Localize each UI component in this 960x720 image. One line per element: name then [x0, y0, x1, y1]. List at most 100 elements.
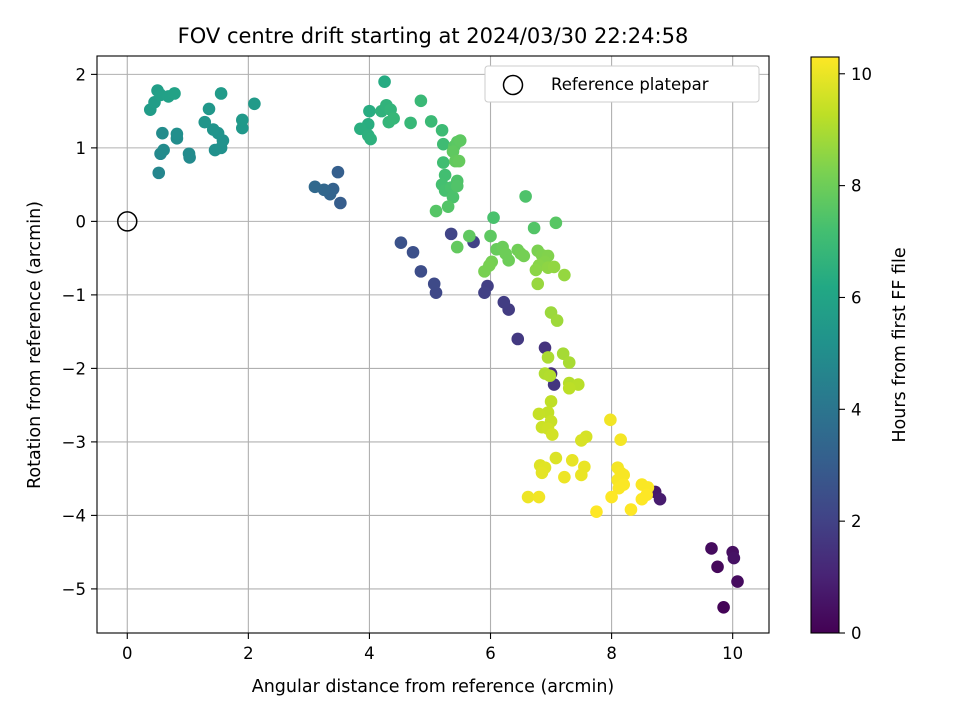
data-point	[519, 190, 532, 203]
data-point	[521, 490, 535, 504]
data-point	[487, 211, 500, 225]
colorbar-tick-label: 2	[851, 512, 862, 531]
y-tick-label: −4	[62, 506, 86, 525]
colorbar-tick-label: 0	[851, 624, 862, 643]
colorbar-gradient	[811, 57, 839, 633]
y-tick-label: −1	[62, 286, 86, 305]
plot-frame	[96, 55, 770, 634]
chart-title: FOV centre drift starting at 2024/03/30 …	[178, 24, 689, 48]
colorbar-tick-label: 6	[851, 288, 862, 307]
data-point	[424, 115, 438, 128]
data-points	[143, 75, 744, 614]
data-point	[502, 254, 515, 267]
data-point	[605, 490, 618, 504]
data-point	[214, 87, 228, 100]
colorbar-ticks: 0 2 4 6 8 10	[839, 65, 872, 643]
colorbar-tick-label: 8	[851, 177, 862, 196]
legend-box	[484, 65, 760, 103]
data-point	[394, 236, 408, 249]
colorbar-label: Hours from first FF file	[890, 247, 910, 442]
data-point	[170, 127, 184, 141]
data-point	[435, 123, 449, 137]
y-tick-label: 2	[76, 65, 87, 84]
data-point	[378, 75, 391, 89]
data-point	[441, 200, 455, 213]
data-point	[427, 277, 441, 291]
colorbar-tick-label: 10	[851, 65, 872, 84]
data-point	[529, 263, 543, 277]
data-point	[202, 102, 216, 116]
data-point	[429, 204, 443, 218]
legend-reference-marker-icon	[502, 74, 524, 96]
data-point	[624, 503, 638, 516]
data-point	[497, 295, 511, 309]
data-point	[406, 245, 420, 259]
data-point	[562, 381, 576, 395]
y-tick-label: −2	[62, 359, 86, 378]
data-point	[538, 341, 552, 355]
data-point	[575, 434, 588, 447]
x-tick-label: 2	[243, 644, 254, 663]
data-point	[532, 490, 546, 504]
data-point	[543, 369, 557, 383]
data-point	[444, 227, 458, 241]
data-point	[612, 481, 626, 495]
data-point	[450, 240, 464, 254]
x-tick-label: 6	[485, 644, 496, 663]
data-point	[565, 453, 579, 467]
data-point	[206, 123, 220, 136]
data-point	[727, 551, 741, 565]
data-point	[562, 356, 576, 369]
data-point	[156, 126, 169, 140]
data-point	[414, 94, 428, 108]
data-point	[248, 97, 261, 111]
data-point	[731, 575, 744, 588]
data-point	[478, 286, 491, 299]
colorbar: 0 2 4 6 8 10 Hours from first FF file	[810, 56, 910, 643]
data-point	[198, 115, 212, 129]
data-point	[152, 166, 166, 180]
data-point	[640, 488, 654, 502]
data-point	[436, 137, 450, 151]
data-point	[541, 351, 555, 364]
x-tick-label: 0	[122, 644, 133, 663]
data-point	[364, 132, 377, 146]
data-point	[547, 260, 561, 274]
data-point	[517, 249, 531, 263]
data-point	[531, 277, 545, 291]
data-point	[711, 560, 724, 574]
data-point	[590, 505, 603, 519]
x-tick-label: 10	[722, 644, 743, 663]
data-point	[453, 134, 467, 147]
data-point	[544, 395, 558, 408]
data-point	[614, 433, 627, 446]
data-point	[575, 468, 588, 482]
data-point	[705, 542, 718, 555]
legend: Reference platepar	[484, 65, 760, 103]
data-point	[414, 265, 428, 278]
data-point	[450, 179, 464, 193]
data-point	[527, 221, 541, 235]
data-point	[532, 407, 546, 421]
x-tick-label: 8	[606, 644, 617, 663]
data-point	[363, 104, 376, 118]
data-point	[558, 268, 571, 282]
data-point	[404, 116, 417, 130]
data-point	[438, 168, 452, 182]
data-point	[308, 180, 322, 194]
data-point	[558, 470, 571, 484]
data-point	[535, 466, 549, 480]
colorbar-tick-label: 4	[851, 400, 862, 419]
data-point	[556, 347, 570, 360]
y-tick-label: −3	[62, 433, 86, 452]
data-point	[331, 165, 345, 179]
data-point	[446, 145, 460, 158]
data-point	[334, 196, 347, 210]
data-point	[168, 87, 181, 100]
data-point	[463, 229, 476, 243]
data-point	[157, 143, 170, 157]
data-point	[484, 229, 497, 243]
data-point	[478, 265, 491, 278]
x-tick-label: 4	[364, 644, 375, 663]
y-tick-label: 1	[76, 139, 87, 158]
